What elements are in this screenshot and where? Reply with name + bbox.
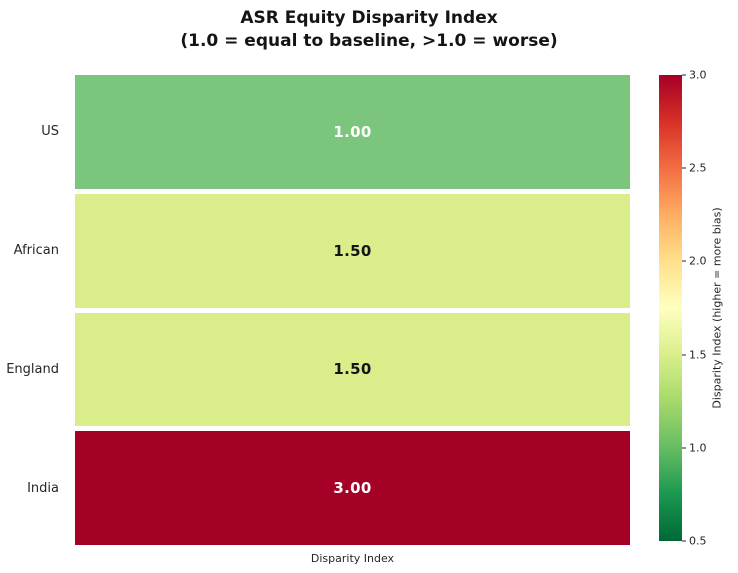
colorbar-tick: 0.5 (682, 535, 707, 548)
heatmap-grid: 1.00 1.50 1.50 3.00 (75, 75, 630, 545)
colorbar-axis-label: Disparity Index (higher = more bias) (710, 207, 724, 409)
colorbar-tick: 1.5 (682, 348, 707, 361)
tick-mark (682, 540, 686, 542)
y-tick-label: African (13, 243, 59, 259)
colorbar-tick: 2.0 (682, 255, 707, 268)
colorbar-ticks: 3.0 2.5 2.0 1.5 1.0 0.5 (682, 69, 718, 548)
tick-label: 2.5 (689, 161, 707, 175)
tick-label: 1.0 (689, 441, 707, 455)
colorbar-tick: 2.5 (682, 162, 707, 175)
tick-label: 2.0 (689, 254, 707, 268)
tick-mark (682, 354, 686, 356)
chart-title: ASR Equity Disparity Index (240, 8, 498, 28)
colorbar-tick: 1.0 (682, 441, 707, 454)
y-tick-label: England (6, 361, 59, 377)
tick-mark (682, 447, 686, 449)
tick-mark (682, 167, 686, 169)
tick-label: 1.5 (689, 348, 707, 362)
tick-label: 3.0 (689, 68, 707, 82)
y-axis-labels: US African England India (0, 75, 68, 545)
colorbar-tick: 3.0 (682, 69, 707, 82)
heatmap-cell: 1.00 (75, 75, 630, 189)
y-tick-label: US (41, 124, 59, 140)
heatmap-cell: 1.50 (75, 193, 630, 308)
heatmap-cell: 3.00 (75, 431, 630, 545)
tick-mark (682, 260, 686, 262)
x-axis-label: Disparity Index (310, 552, 395, 565)
heatmap-cell: 1.50 (75, 312, 630, 427)
y-tick-label: India (27, 480, 59, 496)
colorbar-gradient (659, 75, 682, 541)
chart-subtitle: (1.0 = equal to baseline, >1.0 = worse) (180, 31, 558, 51)
tick-mark (682, 74, 686, 76)
tick-label: 0.5 (689, 534, 707, 548)
